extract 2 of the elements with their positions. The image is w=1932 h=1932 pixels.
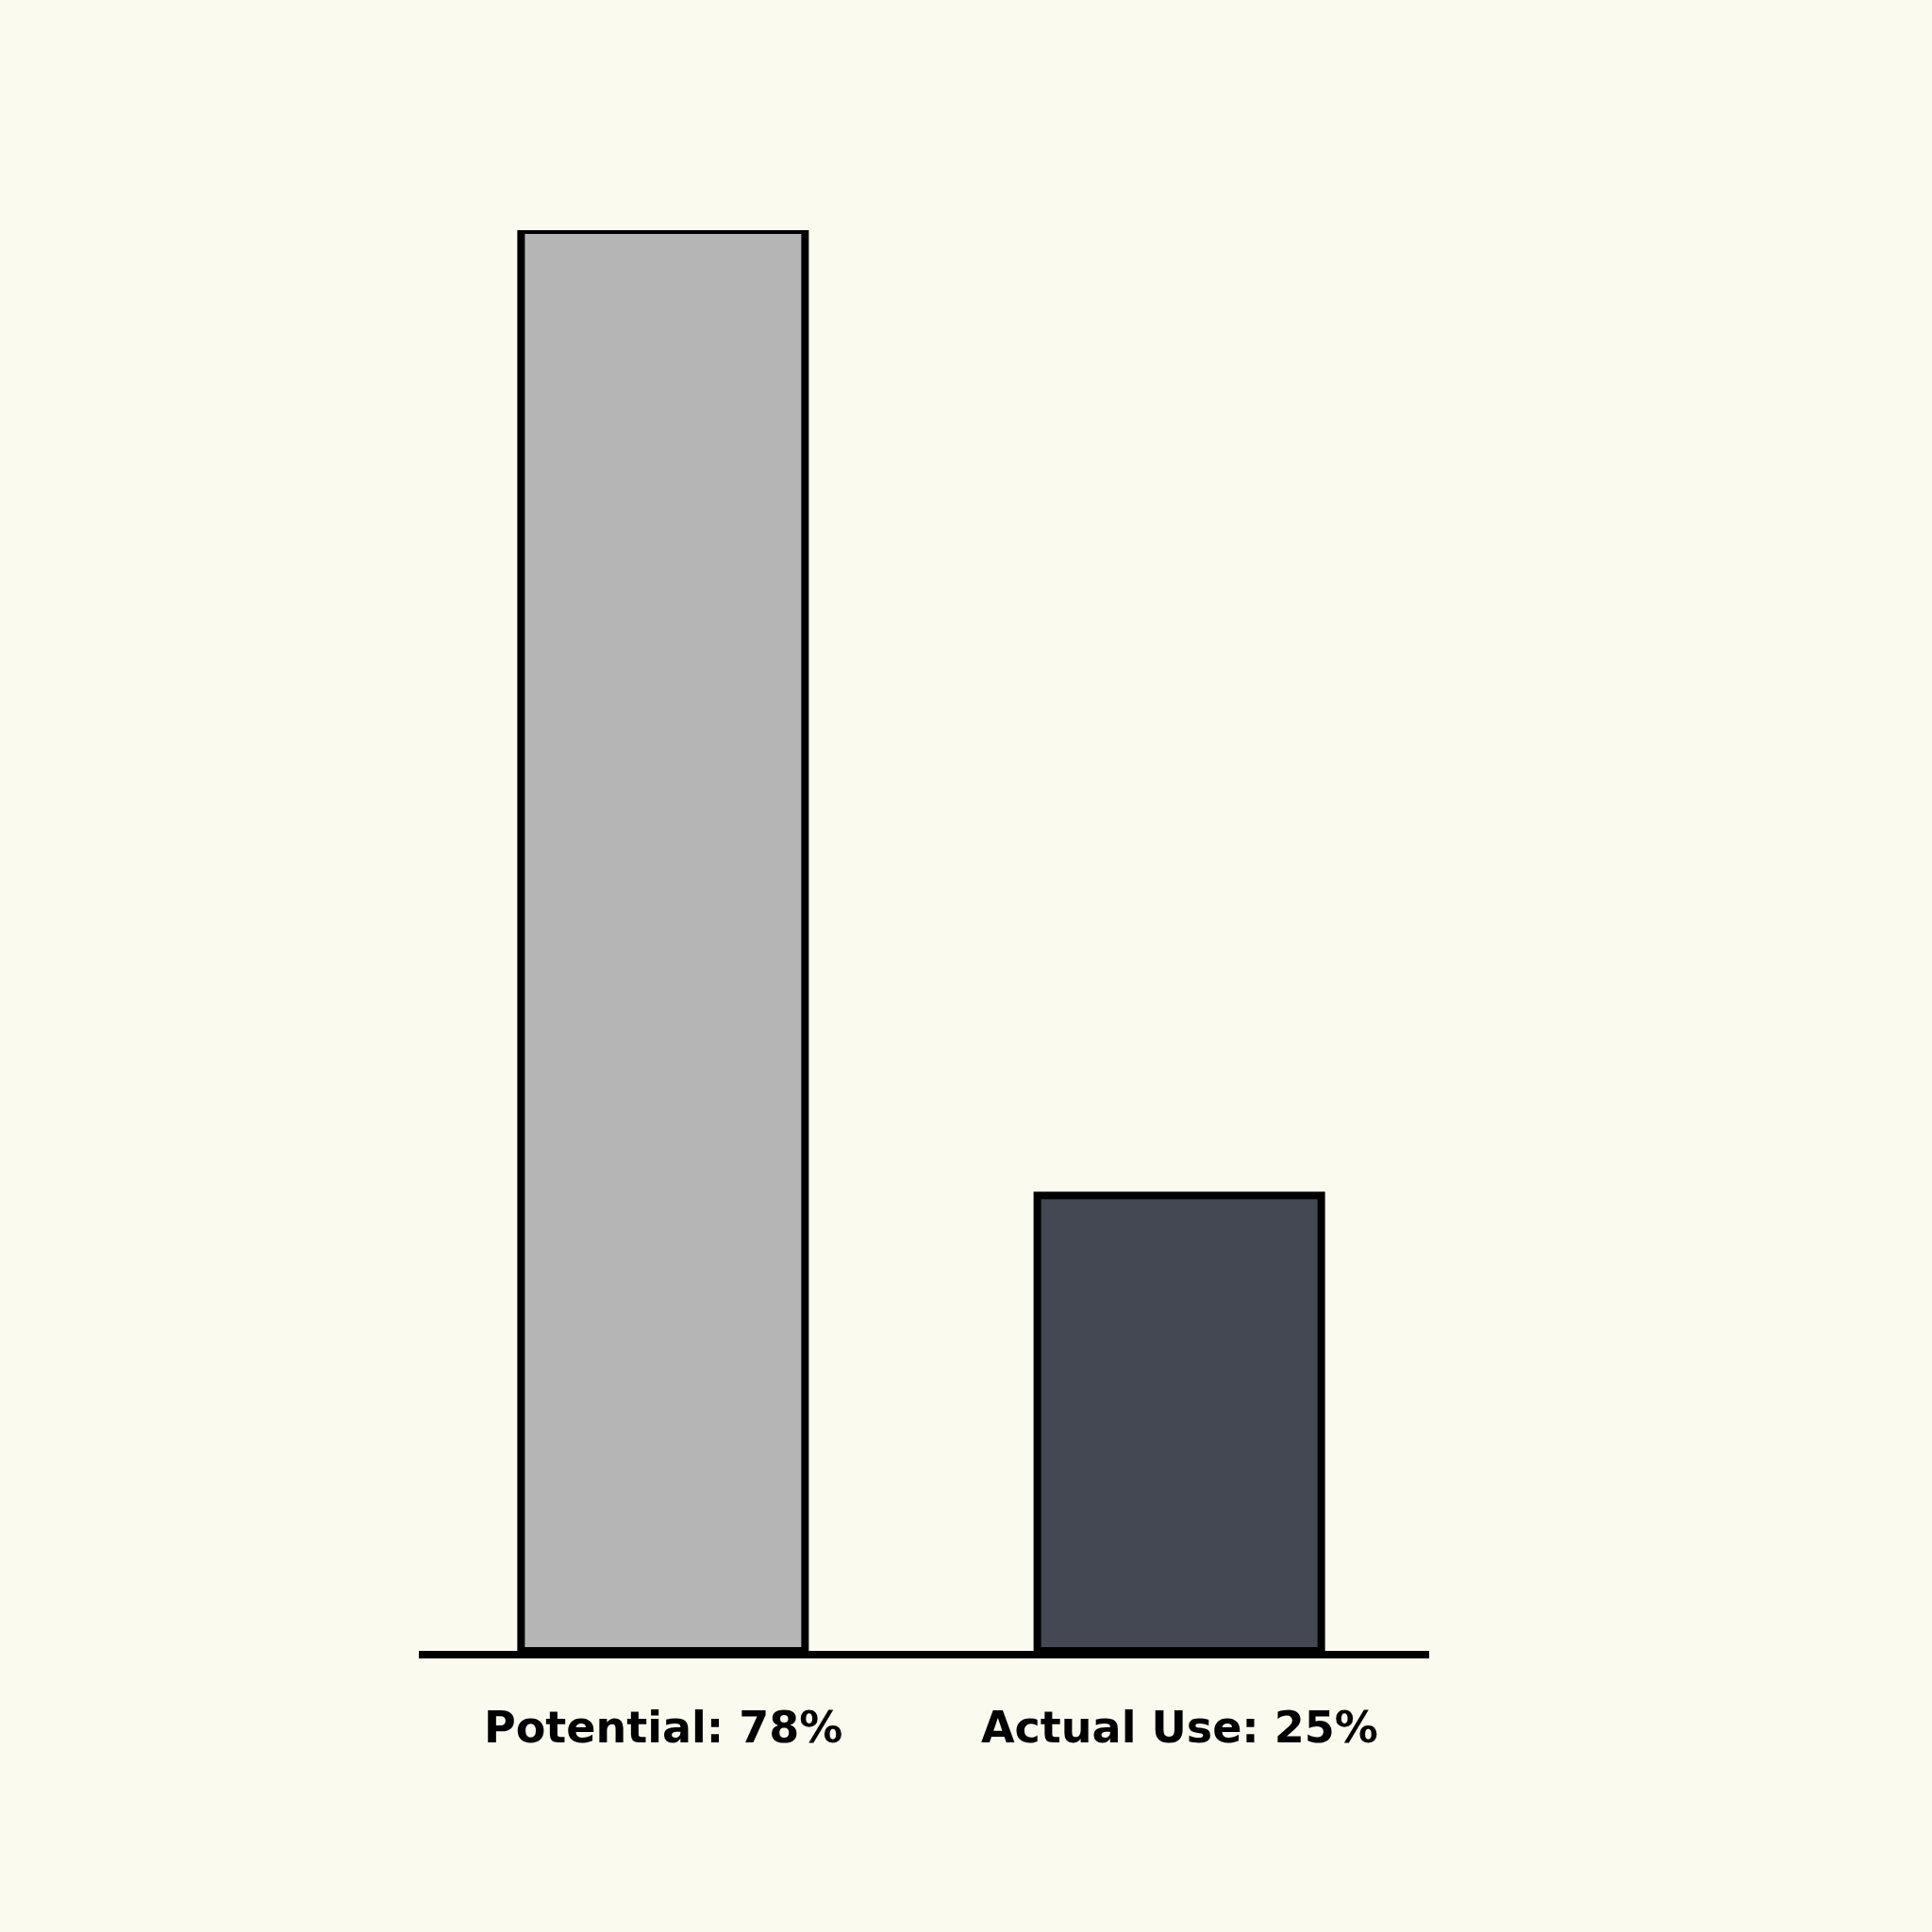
data-label: Actual Use: 25% (981, 1702, 1378, 1753)
data-label: Potential: 78% (484, 1702, 843, 1753)
